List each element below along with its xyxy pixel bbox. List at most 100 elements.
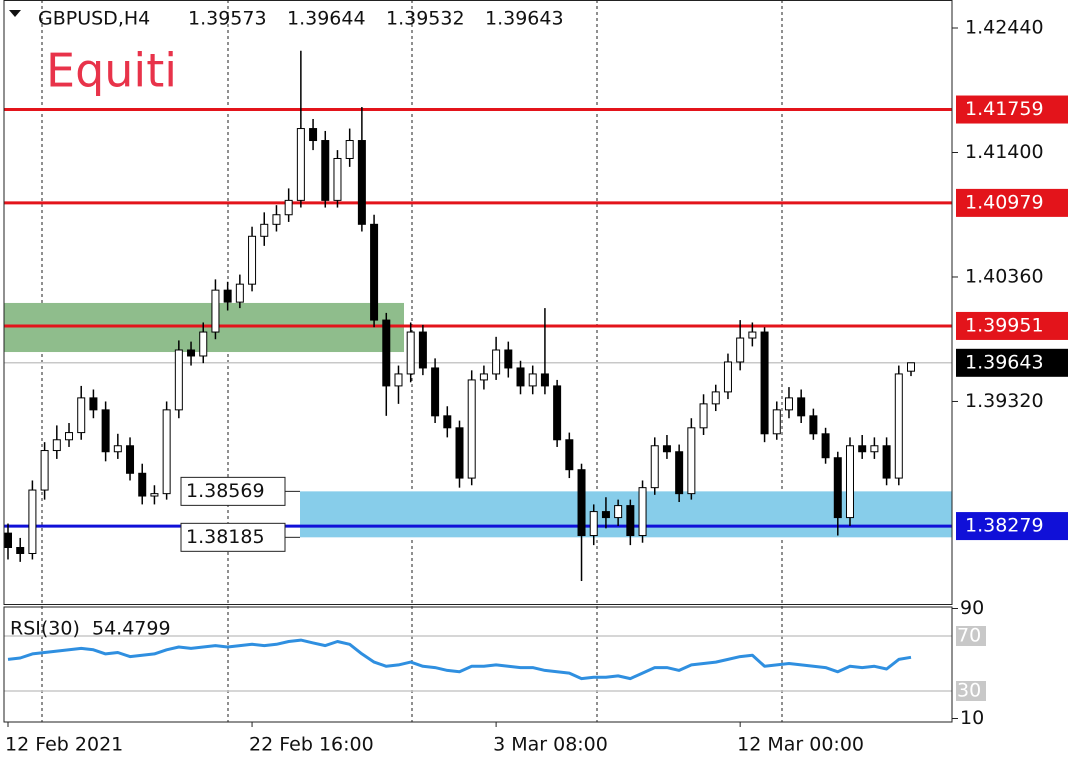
candle-body <box>345 140 354 159</box>
candle-body <box>626 505 635 537</box>
candle-body <box>870 445 879 453</box>
level-box <box>956 512 1068 541</box>
candle-body <box>833 457 842 519</box>
candle-body <box>16 547 25 554</box>
candle-body <box>211 289 220 333</box>
candle-body <box>772 409 781 435</box>
candle-body <box>809 415 818 435</box>
candle-body <box>101 409 110 453</box>
candle-body <box>540 373 549 387</box>
labels: 1.42440 1.41400 1.40360 1.39320 1.38569 1.381… <box>5 17 1068 756</box>
level-box <box>956 95 1068 124</box>
candle-body <box>52 439 61 452</box>
candle-body <box>845 445 854 519</box>
x-tick-label: 12 Feb 2021 <box>5 734 123 756</box>
candle-body <box>370 223 379 321</box>
candle-body <box>443 415 452 429</box>
menu-icon[interactable] <box>9 10 21 17</box>
candle-body <box>894 373 903 479</box>
candle-body <box>309 128 318 142</box>
rsi-level-label: 70 <box>957 625 981 647</box>
candle-body <box>504 349 513 369</box>
watermark: Equiti <box>46 44 177 98</box>
candle-body <box>699 403 708 429</box>
candle-body <box>223 289 232 303</box>
candle-body <box>467 379 476 479</box>
candle-body <box>321 140 330 201</box>
rsi-level-box <box>956 681 986 701</box>
low-price: 1.39532 <box>386 8 465 30</box>
rsi-level-label: 30 <box>957 680 981 702</box>
level-box <box>956 311 1068 340</box>
candle-body <box>565 439 574 471</box>
zone <box>300 491 952 538</box>
candle-body <box>174 349 183 411</box>
y-tick-label: 1.39320 <box>965 390 1044 412</box>
candle-body <box>333 157 342 201</box>
candle-body <box>65 432 74 441</box>
candle-body <box>797 397 806 417</box>
candle-body <box>199 331 208 357</box>
x-tick-label: 3 Mar 08:00 <box>493 734 608 756</box>
level-label: 1.40979 <box>965 191 1044 213</box>
y-tick-label: 1.42440 <box>965 17 1044 39</box>
candle-body <box>260 223 269 237</box>
candle-body <box>492 349 501 375</box>
rsi-tick-label: 90 <box>960 597 984 619</box>
candle-body <box>516 367 525 387</box>
candle-body <box>858 445 867 453</box>
rsi-value: 54.4799 <box>92 618 171 640</box>
candle-body <box>272 214 281 225</box>
rsi-tick-label: 10 <box>960 707 984 729</box>
candle-body <box>638 487 647 537</box>
rsi-panel: 70 30 90 10 <box>4 597 986 729</box>
candle-body <box>284 199 293 216</box>
current-price-box <box>956 348 1068 377</box>
candle-body <box>113 445 122 453</box>
candle-body <box>907 362 915 372</box>
zones <box>4 302 952 538</box>
candle-body <box>235 283 244 303</box>
candle-body <box>589 511 598 537</box>
candle-body <box>77 397 86 434</box>
candles <box>4 50 915 582</box>
zone-label-box <box>180 476 286 506</box>
candle-body <box>528 373 537 387</box>
candle-body <box>187 349 196 357</box>
candle-body <box>687 427 696 495</box>
high-price: 1.39644 <box>287 8 366 30</box>
candle-body <box>406 331 415 375</box>
y-tick-label: 1.40360 <box>965 265 1044 287</box>
candle-body <box>248 235 257 285</box>
level-label: 1.41759 <box>965 98 1044 120</box>
candle-body <box>40 450 49 491</box>
chart-title: GBPUSD,H4 <box>38 8 150 30</box>
candle-body <box>736 337 745 363</box>
zone-label: 1.38185 <box>186 526 265 548</box>
candle-body <box>126 445 135 474</box>
rsi-line <box>7 638 912 681</box>
candle-body <box>748 331 757 339</box>
candle-body <box>4 532 12 549</box>
current-price-label: 1.39643 <box>965 351 1044 373</box>
candle-body <box>138 472 147 497</box>
open-price: 1.39573 <box>188 8 267 30</box>
candle-body <box>723 361 732 393</box>
zone-label: 1.38569 <box>186 480 265 502</box>
candle-body <box>711 391 720 405</box>
x-tick-label: 12 Mar 00:00 <box>737 734 864 756</box>
candle-body <box>382 319 391 387</box>
candle-body <box>821 433 830 459</box>
y-tick-label: 1.41400 <box>965 141 1044 163</box>
rsi-panel-frame <box>3 606 953 723</box>
candle-body <box>296 128 305 201</box>
candle-body <box>150 493 159 497</box>
x-tick-label: 22 Feb 16:00 <box>249 734 374 756</box>
level-label: 1.39951 <box>965 314 1044 336</box>
candle-body <box>675 451 684 495</box>
levels <box>4 108 952 528</box>
candle-body <box>357 140 366 225</box>
candle-body <box>455 427 464 479</box>
